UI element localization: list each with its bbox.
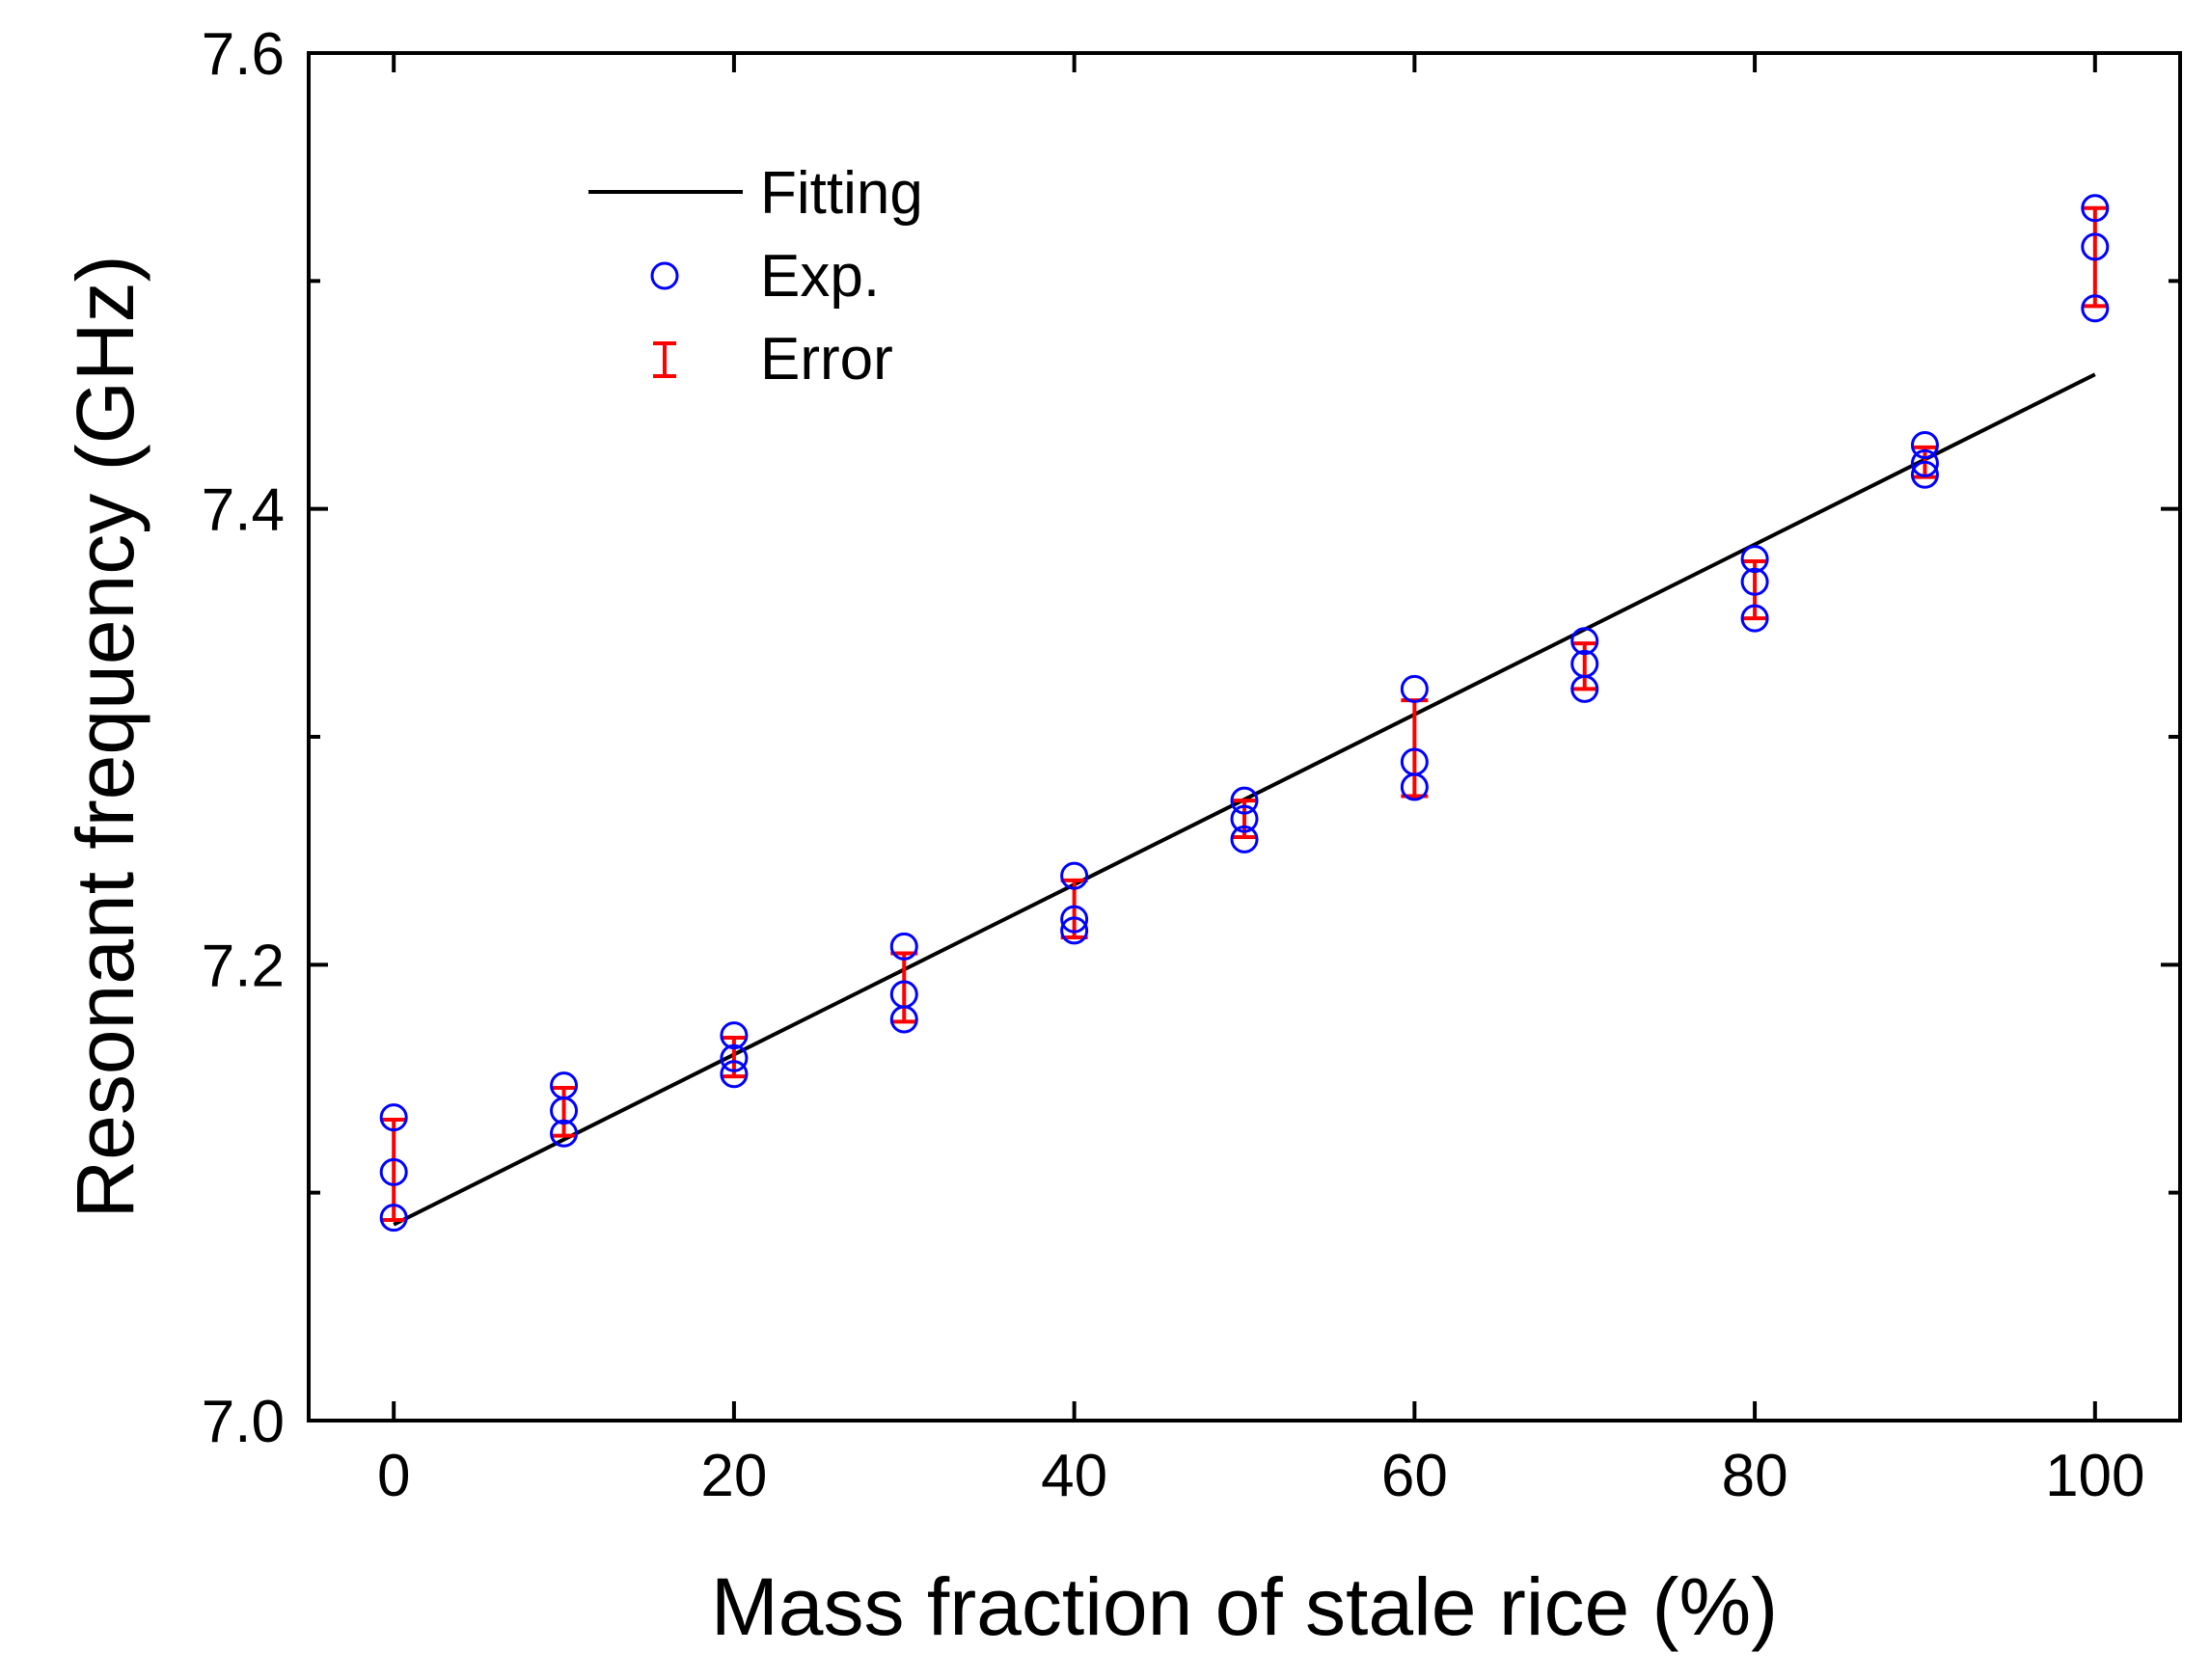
y-tick-label: 7.6 [202,21,285,88]
exp-point [550,1119,579,1148]
exp-point [379,1157,408,1186]
exp-point [1910,448,1939,477]
exp-point [2081,232,2110,261]
exp-point [1400,674,1429,703]
exp-point [1230,786,1259,815]
y-tick-label: 7.2 [202,933,285,999]
x-axis-title: Mass fraction of stale rice (%) [711,1561,1778,1652]
exp-point [1740,604,1769,633]
exp-point [1570,627,1599,656]
exp-point [1230,825,1259,854]
exp-point [889,1005,918,1034]
exp-point [379,1204,408,1233]
y-axis-title: Resonant frequency (GHz) [60,255,150,1218]
x-tick-label: 20 [700,1443,767,1509]
y-tick-label: 7.4 [202,477,285,544]
exp-point [889,932,918,961]
exp-point [2081,194,2110,223]
exp-point [1570,674,1599,703]
exp-point [1910,430,1939,459]
x-tick-label: 80 [1722,1443,1788,1509]
x-tick-label: 40 [1041,1443,1107,1509]
exp-point [1740,545,1769,574]
legend-error-label: Error [760,326,893,393]
legend-exp-marker [650,261,679,290]
exp-point [1400,772,1429,801]
legend: Fitting Exp. Error [588,160,923,393]
legend-error-marker [653,341,676,378]
exp-point [1740,567,1769,596]
exp-point [2081,294,2110,323]
legend-exp-label: Exp. [760,243,880,310]
plot-frame [307,51,2182,1423]
legend-fitting-label: Fitting [760,160,923,227]
exp-point [720,1060,749,1089]
exp-point [1060,861,1089,890]
error-bar [380,1118,408,1223]
exp-point [1230,804,1259,833]
error-bar [2081,205,2109,309]
exp-point [379,1103,408,1132]
exp-point [1060,905,1089,934]
x-tick-label: 100 [2045,1443,2144,1509]
axis-ticks: 0 20 40 60 80 100 7.0 7.2 7.4 7.6 [202,21,2180,1509]
x-tick-label: 60 [1381,1443,1448,1509]
exp-point [550,1097,579,1125]
exp-point [1910,460,1939,489]
exp-point [720,1021,749,1050]
exp-point [1060,916,1089,945]
y-tick-label: 7.0 [202,1389,285,1455]
error-bar-layer [380,205,2109,1223]
error-bar [550,1085,578,1138]
x-tick-label: 0 [377,1443,410,1509]
exp-points-layer [379,194,2110,1233]
exp-point [720,1043,749,1072]
